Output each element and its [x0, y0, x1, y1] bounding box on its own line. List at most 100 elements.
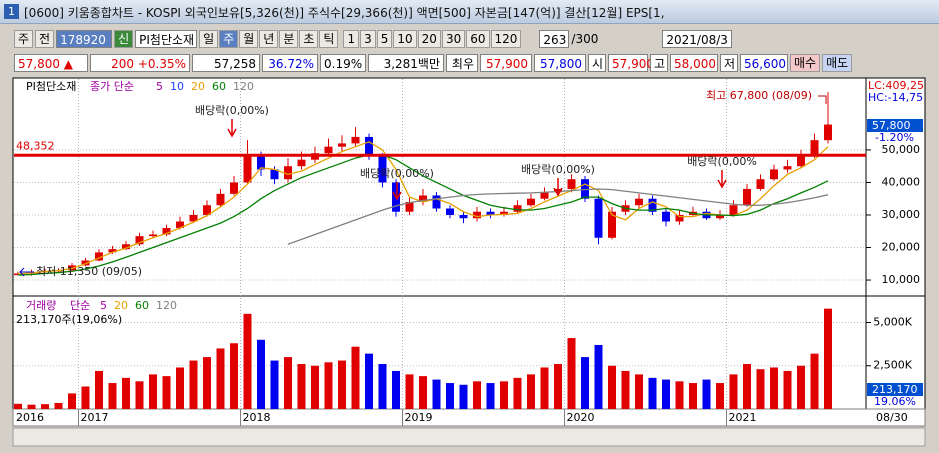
period-button[interactable]: 년 [259, 30, 279, 48]
volume-bar [648, 377, 657, 409]
sell-button[interactable]: 매도 [822, 54, 853, 72]
interval-button[interactable]: 10 [393, 30, 417, 48]
x-tick-label: 2017 [81, 411, 109, 424]
ma-line [17, 141, 829, 275]
candle-body [81, 260, 90, 266]
quote-items: 57,258 36.72% 0.19% 3,281백만 최우 57,900 57,800 시 5… [192, 54, 788, 72]
side-label: HC:-14,75 [868, 91, 923, 104]
volume-bar [554, 364, 562, 409]
candle-body [729, 205, 738, 215]
volume-bar [378, 364, 387, 409]
volume-bar [405, 374, 414, 409]
volume-bar [540, 367, 549, 409]
volume-bar [284, 357, 292, 409]
candle-body [513, 205, 522, 212]
candle-body [500, 211, 508, 215]
x-tick-label: 2019 [405, 411, 433, 424]
quote-item: 저 [720, 54, 738, 72]
legend-entry: 60 [135, 299, 149, 312]
candle-body [527, 198, 535, 206]
volume-bar [108, 383, 117, 409]
period-button[interactable]: 분 [279, 30, 299, 48]
period-button[interactable]: 틱 [319, 30, 339, 48]
volume-bar [486, 383, 495, 409]
y-tick-label: 20,000 [882, 241, 921, 254]
candle-body [297, 159, 306, 167]
candle-body [635, 198, 643, 206]
interval-button[interactable]: 30 [441, 30, 466, 48]
dividend-annotation: 배당락(0,00%) [195, 104, 269, 117]
volume-bar [243, 313, 252, 409]
dividend-annotation: 배당락(0,00%) [521, 163, 595, 176]
dividend-arrow [392, 182, 402, 201]
volume-bar [14, 403, 22, 409]
new-button[interactable]: 신 [114, 30, 134, 48]
period-button[interactable]: 주 [219, 30, 239, 48]
date-input[interactable]: 2021/08/3 [662, 30, 733, 48]
candle-body [257, 156, 265, 170]
volume-bar [41, 404, 49, 409]
candle-body [567, 179, 576, 189]
volume-bar [351, 346, 360, 409]
volume-bar [783, 370, 792, 409]
code-input[interactable]: 178920 [56, 30, 113, 48]
volume-bar [257, 339, 265, 409]
period-button[interactable]: 월 [239, 30, 259, 48]
x-tick-label: 2018 [243, 411, 271, 424]
candle-body [149, 234, 157, 237]
volume-bar [729, 374, 738, 409]
period-button[interactable]: 초 [299, 30, 319, 48]
quote-item: 57,900 [480, 54, 532, 72]
current-box [867, 119, 923, 132]
period-button[interactable]: 일 [199, 30, 219, 48]
bar-count[interactable]: 263 [539, 30, 570, 48]
y-tick-label: 5,000K [873, 315, 912, 328]
candle-body [365, 136, 373, 157]
interval-button[interactable]: 20 [417, 30, 441, 48]
volume-bar [459, 384, 468, 409]
market-select[interactable]: 주 [14, 30, 34, 48]
interval-button[interactable]: 5 [376, 30, 393, 48]
dividend-annotation: 배당락(0,00% [687, 155, 757, 168]
volume-bar [122, 377, 130, 409]
volume-bar [176, 367, 184, 409]
volume-bar [824, 308, 832, 409]
volume-bar [743, 364, 751, 409]
quote-item: 3,281백만 [368, 54, 444, 72]
high-arrow [818, 95, 827, 104]
quote-price: 57,800 ▲ [14, 54, 88, 72]
interval-button[interactable]: 3 [360, 30, 376, 48]
candle-body [608, 211, 616, 238]
candle-body [243, 156, 252, 183]
scrollbar[interactable] [12, 427, 926, 447]
reference-label: 48,352 [16, 139, 55, 152]
interval-button[interactable]: 1 [343, 30, 360, 48]
volume-legend-title: 거래량 [26, 299, 56, 312]
quote-item: 36.72% [262, 54, 318, 72]
low-arrow [19, 267, 34, 277]
buy-button[interactable]: 매수 [790, 54, 821, 72]
volume-bar [216, 348, 225, 409]
legend-entry: 5 [156, 80, 163, 93]
title-bar: 1 [0600] 키움종합차트 - KOSPI 외국인보유[5,326(천)] … [0, 0, 939, 24]
candle-body [230, 182, 238, 194]
volume-bar [162, 376, 171, 409]
candle-body [284, 166, 292, 180]
legend-entry: 10 [170, 80, 184, 93]
x-tick-label: 2016 [16, 411, 44, 424]
candle-body [176, 221, 184, 228]
price-legend-label: 종가 단순 [90, 80, 134, 93]
volume-bar [689, 383, 697, 409]
interval-button[interactable]: 60 [466, 30, 490, 48]
volume-bar [203, 357, 211, 409]
volume-bar [635, 374, 643, 409]
scope-button[interactable]: 전 [35, 30, 55, 48]
interval-button[interactable]: 120 [490, 30, 522, 48]
quote-item: 고 [650, 54, 668, 72]
volume-info: 213,170주(19,06%) [16, 313, 122, 326]
window-badge: 1 [4, 4, 19, 19]
candle-body [648, 198, 657, 212]
candle-body [14, 273, 22, 276]
